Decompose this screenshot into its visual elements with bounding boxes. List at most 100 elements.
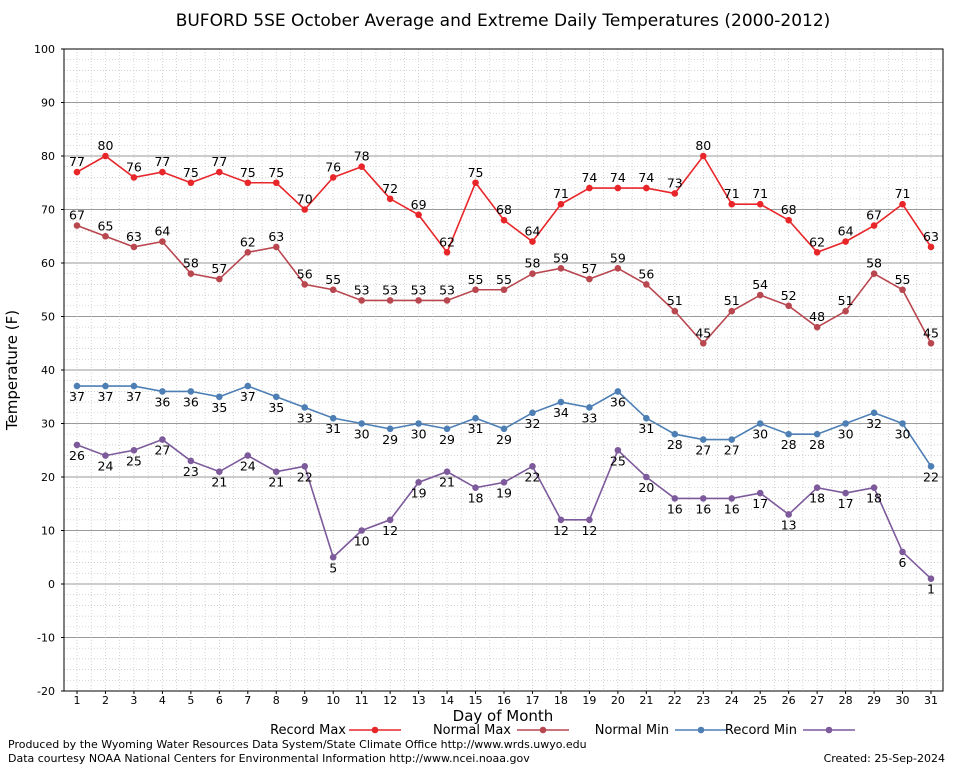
data-label: 30 — [752, 427, 768, 442]
data-label: 37 — [126, 389, 142, 404]
data-label: 45 — [695, 325, 711, 340]
data-label: 75 — [183, 165, 199, 180]
x-tick-label: 24 — [725, 694, 739, 707]
data-label: 62 — [439, 234, 455, 249]
x-tick-label: 10 — [326, 694, 340, 707]
data-point — [586, 275, 593, 283]
y-tick-label: 100 — [34, 43, 55, 56]
data-label: 53 — [354, 282, 370, 297]
series-record-min: 26 24 25 27 23 21 24 21 22 5 10 12 19 21 18 19 22 12 12 25 2… — [69, 436, 935, 597]
data-label: 48 — [809, 309, 825, 324]
x-tick-label: 14 — [440, 694, 454, 707]
data-point — [500, 286, 508, 294]
data-label: 34 — [553, 405, 569, 420]
data-label: 36 — [183, 394, 199, 409]
x-tick-label: 11 — [355, 694, 369, 707]
data-point — [187, 179, 195, 187]
data-point — [529, 270, 536, 278]
data-label: 77 — [69, 154, 85, 169]
data-label: 31 — [638, 421, 654, 436]
data-point — [870, 270, 878, 278]
data-point — [728, 307, 736, 315]
data-label: 67 — [69, 208, 85, 223]
data-point — [472, 179, 479, 187]
data-point — [472, 286, 479, 294]
y-tick-label: -20 — [37, 685, 55, 698]
data-point — [102, 382, 109, 390]
legend-label: Record Min — [725, 723, 797, 738]
data-point — [870, 484, 878, 492]
data-label: 56 — [638, 266, 654, 281]
data-point — [785, 511, 792, 518]
data-label: 73 — [667, 175, 683, 190]
data-point — [472, 414, 479, 422]
data-point — [187, 388, 195, 395]
data-point — [159, 238, 166, 245]
data-point — [244, 179, 252, 187]
x-tick-label: 20 — [611, 694, 625, 707]
data-point — [500, 425, 508, 433]
data-point — [813, 249, 821, 256]
y-tick-label: 60 — [41, 257, 55, 270]
data-point — [927, 339, 935, 347]
data-label: 32 — [525, 416, 541, 431]
data-point — [301, 281, 309, 288]
data-point — [500, 479, 508, 486]
data-point — [415, 479, 422, 486]
y-tick-label: 40 — [41, 364, 55, 377]
data-label: 36 — [610, 394, 626, 409]
data-label: 69 — [411, 197, 427, 212]
data-point — [187, 457, 195, 465]
data-point — [102, 152, 109, 160]
data-label: 58 — [525, 256, 541, 271]
data-label: 20 — [638, 480, 654, 495]
x-tick-label: 3 — [130, 694, 137, 707]
data-label: 63 — [268, 229, 284, 244]
data-point — [899, 420, 906, 427]
data-label: 30 — [411, 427, 427, 442]
data-label: 77 — [154, 154, 170, 169]
footer-produced-by: Produced by the Wyoming Water Resources … — [8, 738, 587, 751]
data-label: 30 — [354, 427, 370, 442]
data-label: 78 — [354, 149, 370, 164]
data-point — [216, 468, 223, 475]
data-point — [586, 404, 593, 411]
data-point — [130, 174, 138, 181]
data-label: 68 — [496, 202, 512, 217]
x-tick-label: 6 — [216, 694, 223, 707]
data-point — [329, 174, 337, 181]
data-label: 70 — [297, 192, 313, 207]
data-point — [671, 495, 679, 502]
x-tick-label: 4 — [159, 694, 166, 707]
data-label: 23 — [183, 464, 199, 479]
data-point — [443, 468, 451, 475]
legend-entry: Normal Max — [433, 723, 569, 738]
data-label: 19 — [411, 485, 427, 500]
data-label: 72 — [382, 181, 398, 196]
legend-entry: Record Min — [725, 723, 855, 738]
data-point — [500, 216, 508, 224]
data-point — [358, 163, 365, 170]
x-tick-label: 8 — [273, 694, 280, 707]
data-label: 29 — [496, 432, 512, 447]
data-label: 65 — [98, 218, 114, 233]
data-point — [671, 307, 679, 315]
data-label: 37 — [69, 389, 85, 404]
plot-area — [63, 48, 944, 692]
data-label: 21 — [439, 475, 455, 490]
data-label: 17 — [752, 496, 768, 511]
data-point — [728, 495, 736, 502]
data-point — [358, 420, 365, 427]
data-point — [785, 430, 792, 438]
data-label: 30 — [895, 427, 911, 442]
data-point — [216, 275, 223, 283]
data-point — [415, 420, 422, 427]
data-point — [699, 152, 707, 160]
data-point — [899, 286, 906, 294]
data-label: 22 — [525, 469, 541, 484]
data-point — [272, 393, 280, 401]
legend-marker — [697, 726, 705, 734]
data-label: 74 — [638, 170, 654, 185]
